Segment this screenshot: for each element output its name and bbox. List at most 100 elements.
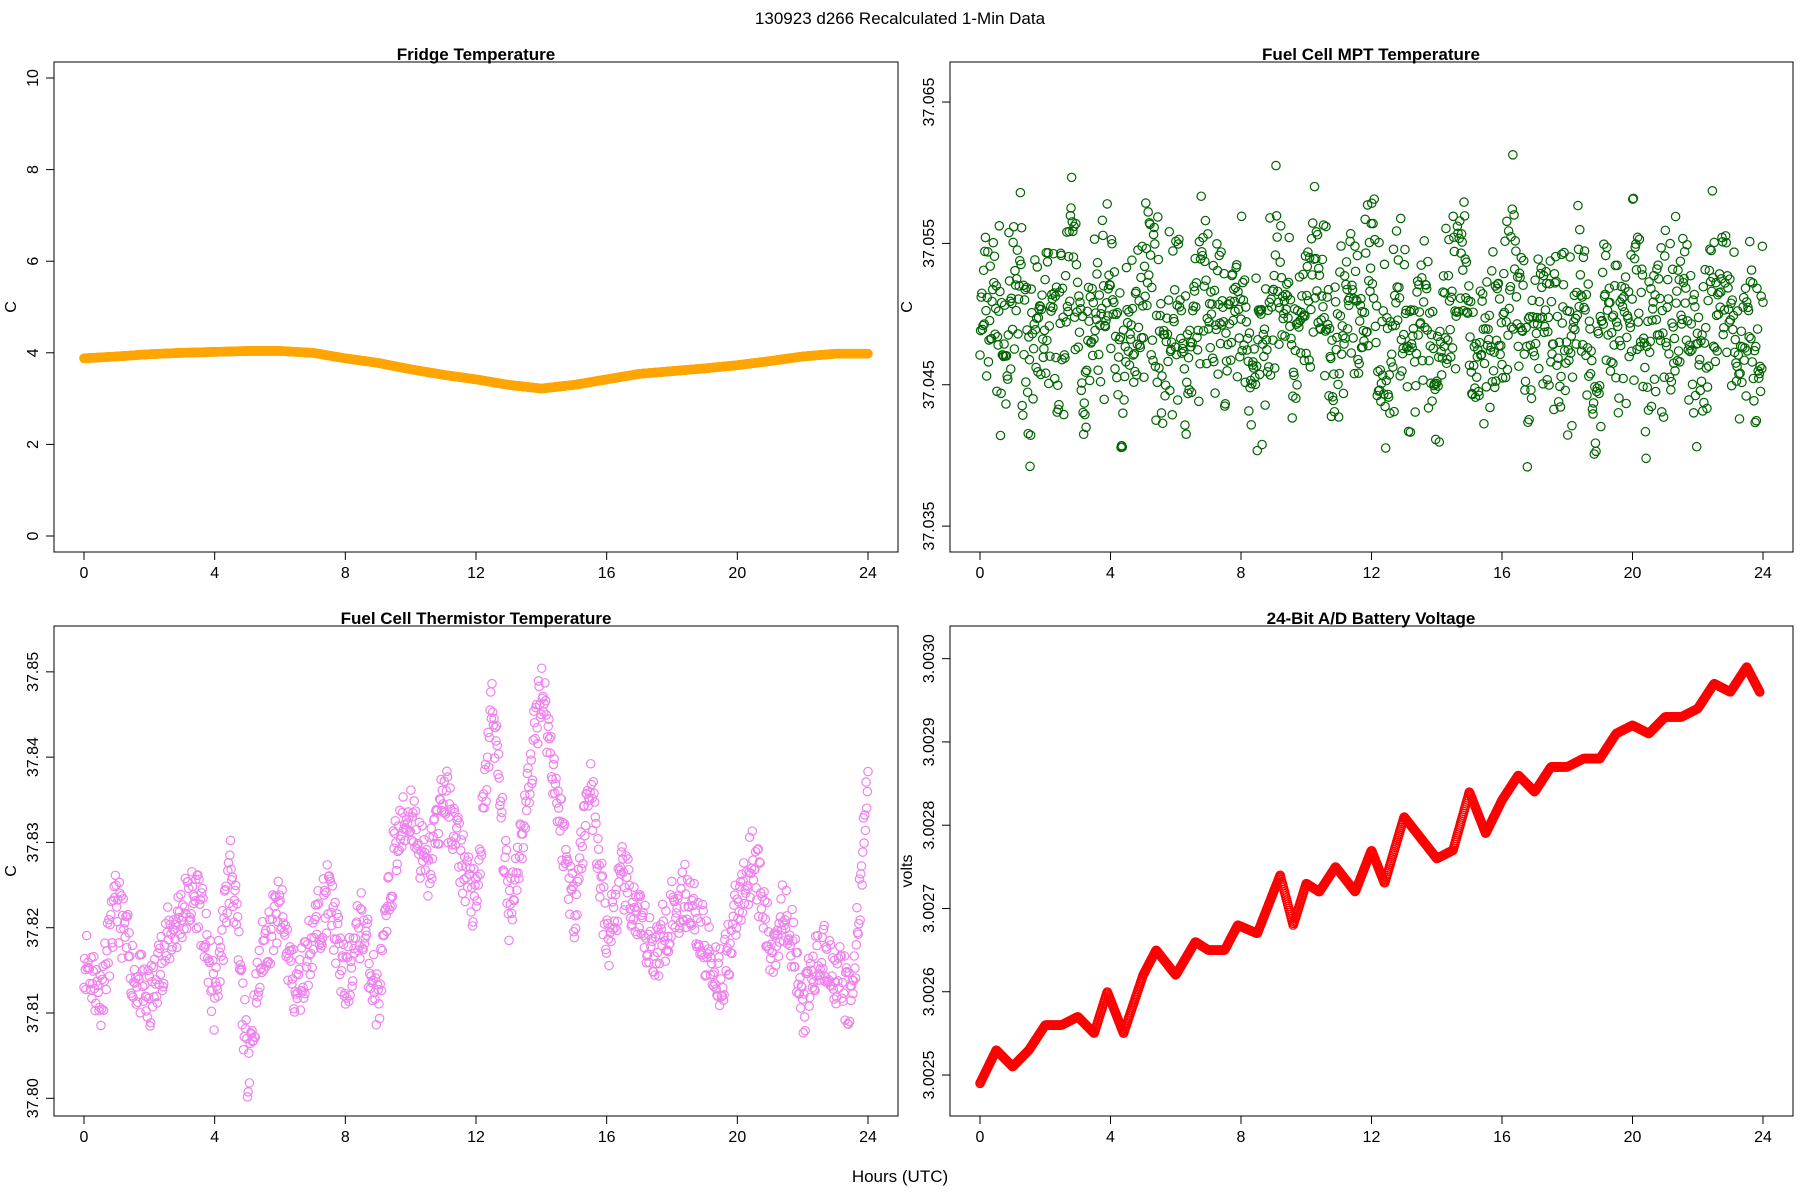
data-point bbox=[661, 906, 671, 916]
data-point bbox=[124, 951, 135, 962]
data-point bbox=[253, 987, 264, 998]
data-point bbox=[506, 908, 517, 919]
data-point bbox=[580, 820, 591, 831]
data-point bbox=[1666, 376, 1677, 387]
data-point bbox=[225, 850, 235, 860]
data-point bbox=[1299, 355, 1310, 366]
data-point bbox=[1355, 300, 1366, 311]
y-tick-label: 6 bbox=[25, 257, 42, 266]
data-point bbox=[322, 860, 333, 870]
data-point bbox=[1201, 275, 1211, 286]
data-point bbox=[177, 900, 188, 910]
y-tick-label: 3.0026 bbox=[921, 967, 938, 1016]
data-point bbox=[1547, 349, 1557, 359]
data-point bbox=[1471, 372, 1482, 382]
data-point bbox=[1584, 316, 1595, 327]
data-point bbox=[1314, 270, 1325, 281]
data-point bbox=[1021, 282, 1032, 293]
data-point bbox=[1164, 226, 1175, 237]
data-point bbox=[1553, 396, 1564, 407]
data-point bbox=[1333, 379, 1343, 390]
data-point bbox=[1345, 228, 1356, 239]
data-point bbox=[1615, 340, 1626, 351]
data-point bbox=[1461, 257, 1472, 268]
data-point bbox=[466, 883, 477, 893]
data-point bbox=[1140, 291, 1150, 302]
data-point bbox=[1331, 344, 1342, 355]
data-point bbox=[289, 1007, 300, 1017]
data-point bbox=[1212, 239, 1222, 249]
data-point bbox=[392, 859, 403, 869]
data-point bbox=[83, 957, 93, 968]
data-point bbox=[92, 980, 103, 991]
data-point bbox=[132, 997, 143, 1008]
data-point bbox=[402, 818, 413, 828]
data-point bbox=[1602, 242, 1612, 253]
data-point bbox=[1215, 338, 1226, 349]
data-point bbox=[993, 306, 1004, 317]
data-point bbox=[359, 939, 370, 949]
y-axis-label: C bbox=[3, 865, 20, 877]
data-point bbox=[1531, 328, 1542, 339]
data-point bbox=[203, 977, 214, 988]
data-point bbox=[519, 790, 530, 801]
data-point bbox=[1453, 228, 1463, 239]
data-point bbox=[1656, 407, 1667, 417]
data-point bbox=[513, 868, 523, 878]
data-point bbox=[1486, 266, 1497, 276]
data-point bbox=[1008, 221, 1019, 232]
data-point bbox=[1294, 322, 1304, 332]
data-point bbox=[863, 348, 873, 359]
data-point bbox=[1425, 341, 1436, 351]
data-point bbox=[1229, 296, 1240, 307]
data-point bbox=[507, 914, 518, 925]
data-point bbox=[658, 916, 669, 926]
data-point bbox=[456, 835, 467, 845]
data-point bbox=[292, 993, 302, 1004]
data-point bbox=[409, 796, 420, 806]
data-point bbox=[623, 854, 633, 864]
data-point bbox=[1673, 346, 1684, 356]
data-point bbox=[1452, 221, 1463, 232]
data-point bbox=[1329, 369, 1339, 379]
data-point bbox=[1447, 286, 1457, 297]
data-point bbox=[260, 925, 271, 936]
data-point bbox=[1409, 357, 1420, 367]
x-tick-label: 0 bbox=[80, 565, 89, 582]
data-point bbox=[750, 864, 760, 875]
data-point bbox=[256, 963, 267, 973]
data-point bbox=[1267, 286, 1278, 296]
data-point bbox=[1645, 336, 1656, 347]
data-point bbox=[319, 890, 329, 900]
data-point bbox=[145, 1017, 156, 1028]
data-point bbox=[375, 979, 386, 989]
data-point bbox=[345, 956, 356, 967]
data-point bbox=[157, 985, 168, 996]
data-point bbox=[665, 939, 675, 949]
data-point bbox=[1201, 358, 1212, 369]
data-point bbox=[1719, 305, 1730, 315]
data-point bbox=[619, 882, 630, 893]
data-point bbox=[425, 869, 436, 880]
data-point bbox=[684, 917, 695, 928]
data-point bbox=[1206, 309, 1217, 319]
data-point bbox=[1693, 338, 1703, 349]
data-point bbox=[1096, 303, 1107, 314]
data-point bbox=[1106, 234, 1117, 245]
data-point bbox=[103, 958, 113, 968]
data-point bbox=[1013, 294, 1024, 304]
data-point bbox=[1640, 362, 1650, 373]
data-point bbox=[1066, 203, 1076, 213]
data-point bbox=[1418, 375, 1428, 385]
data-point bbox=[277, 885, 287, 895]
data-point bbox=[419, 834, 429, 845]
x-tick-label: 0 bbox=[976, 565, 985, 582]
data-point bbox=[468, 917, 478, 927]
data-point bbox=[989, 277, 999, 288]
data-point bbox=[1075, 297, 1085, 308]
data-point bbox=[1040, 368, 1051, 379]
data-point bbox=[1529, 318, 1539, 329]
data-point bbox=[1318, 301, 1328, 312]
data-point bbox=[1133, 322, 1144, 333]
